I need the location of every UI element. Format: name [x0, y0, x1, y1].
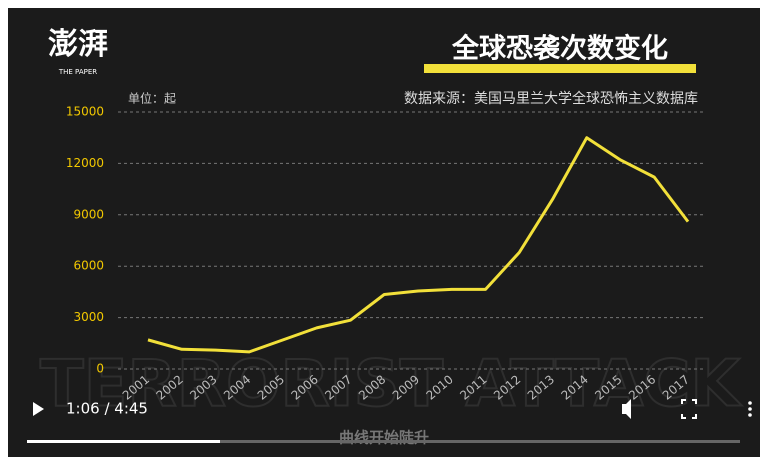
source-label: 数据来源：美国马里兰大学全球恐怖主义数据库 [404, 90, 698, 107]
title-underline [424, 64, 696, 73]
time-display: 1:06 / 4:45 [66, 400, 148, 418]
y-tick-label: 6000 [73, 259, 104, 273]
y-tick-label: 3000 [73, 310, 104, 324]
volume-button[interactable] [622, 399, 631, 419]
unit-label: 单位：起 [128, 91, 176, 106]
progress-track[interactable] [27, 440, 740, 443]
y-tick-label: 0 [96, 362, 104, 376]
y-tick-label: 15000 [66, 105, 104, 119]
logo-subtitle: THE PAPER [58, 68, 97, 76]
chart-title: 全球恐袭次数变化 [451, 33, 668, 65]
data-line [147, 136, 690, 354]
fullscreen-button[interactable] [681, 399, 697, 419]
y-tick-label: 9000 [73, 207, 104, 221]
play-button[interactable] [33, 402, 44, 416]
y-tick-label: 12000 [66, 156, 104, 170]
caption: 曲线开始陡升 [339, 429, 429, 447]
logo: 澎湃 [48, 27, 108, 62]
video-frame [8, 8, 760, 457]
menu-button[interactable] [748, 401, 752, 417]
progress-played [27, 440, 220, 443]
